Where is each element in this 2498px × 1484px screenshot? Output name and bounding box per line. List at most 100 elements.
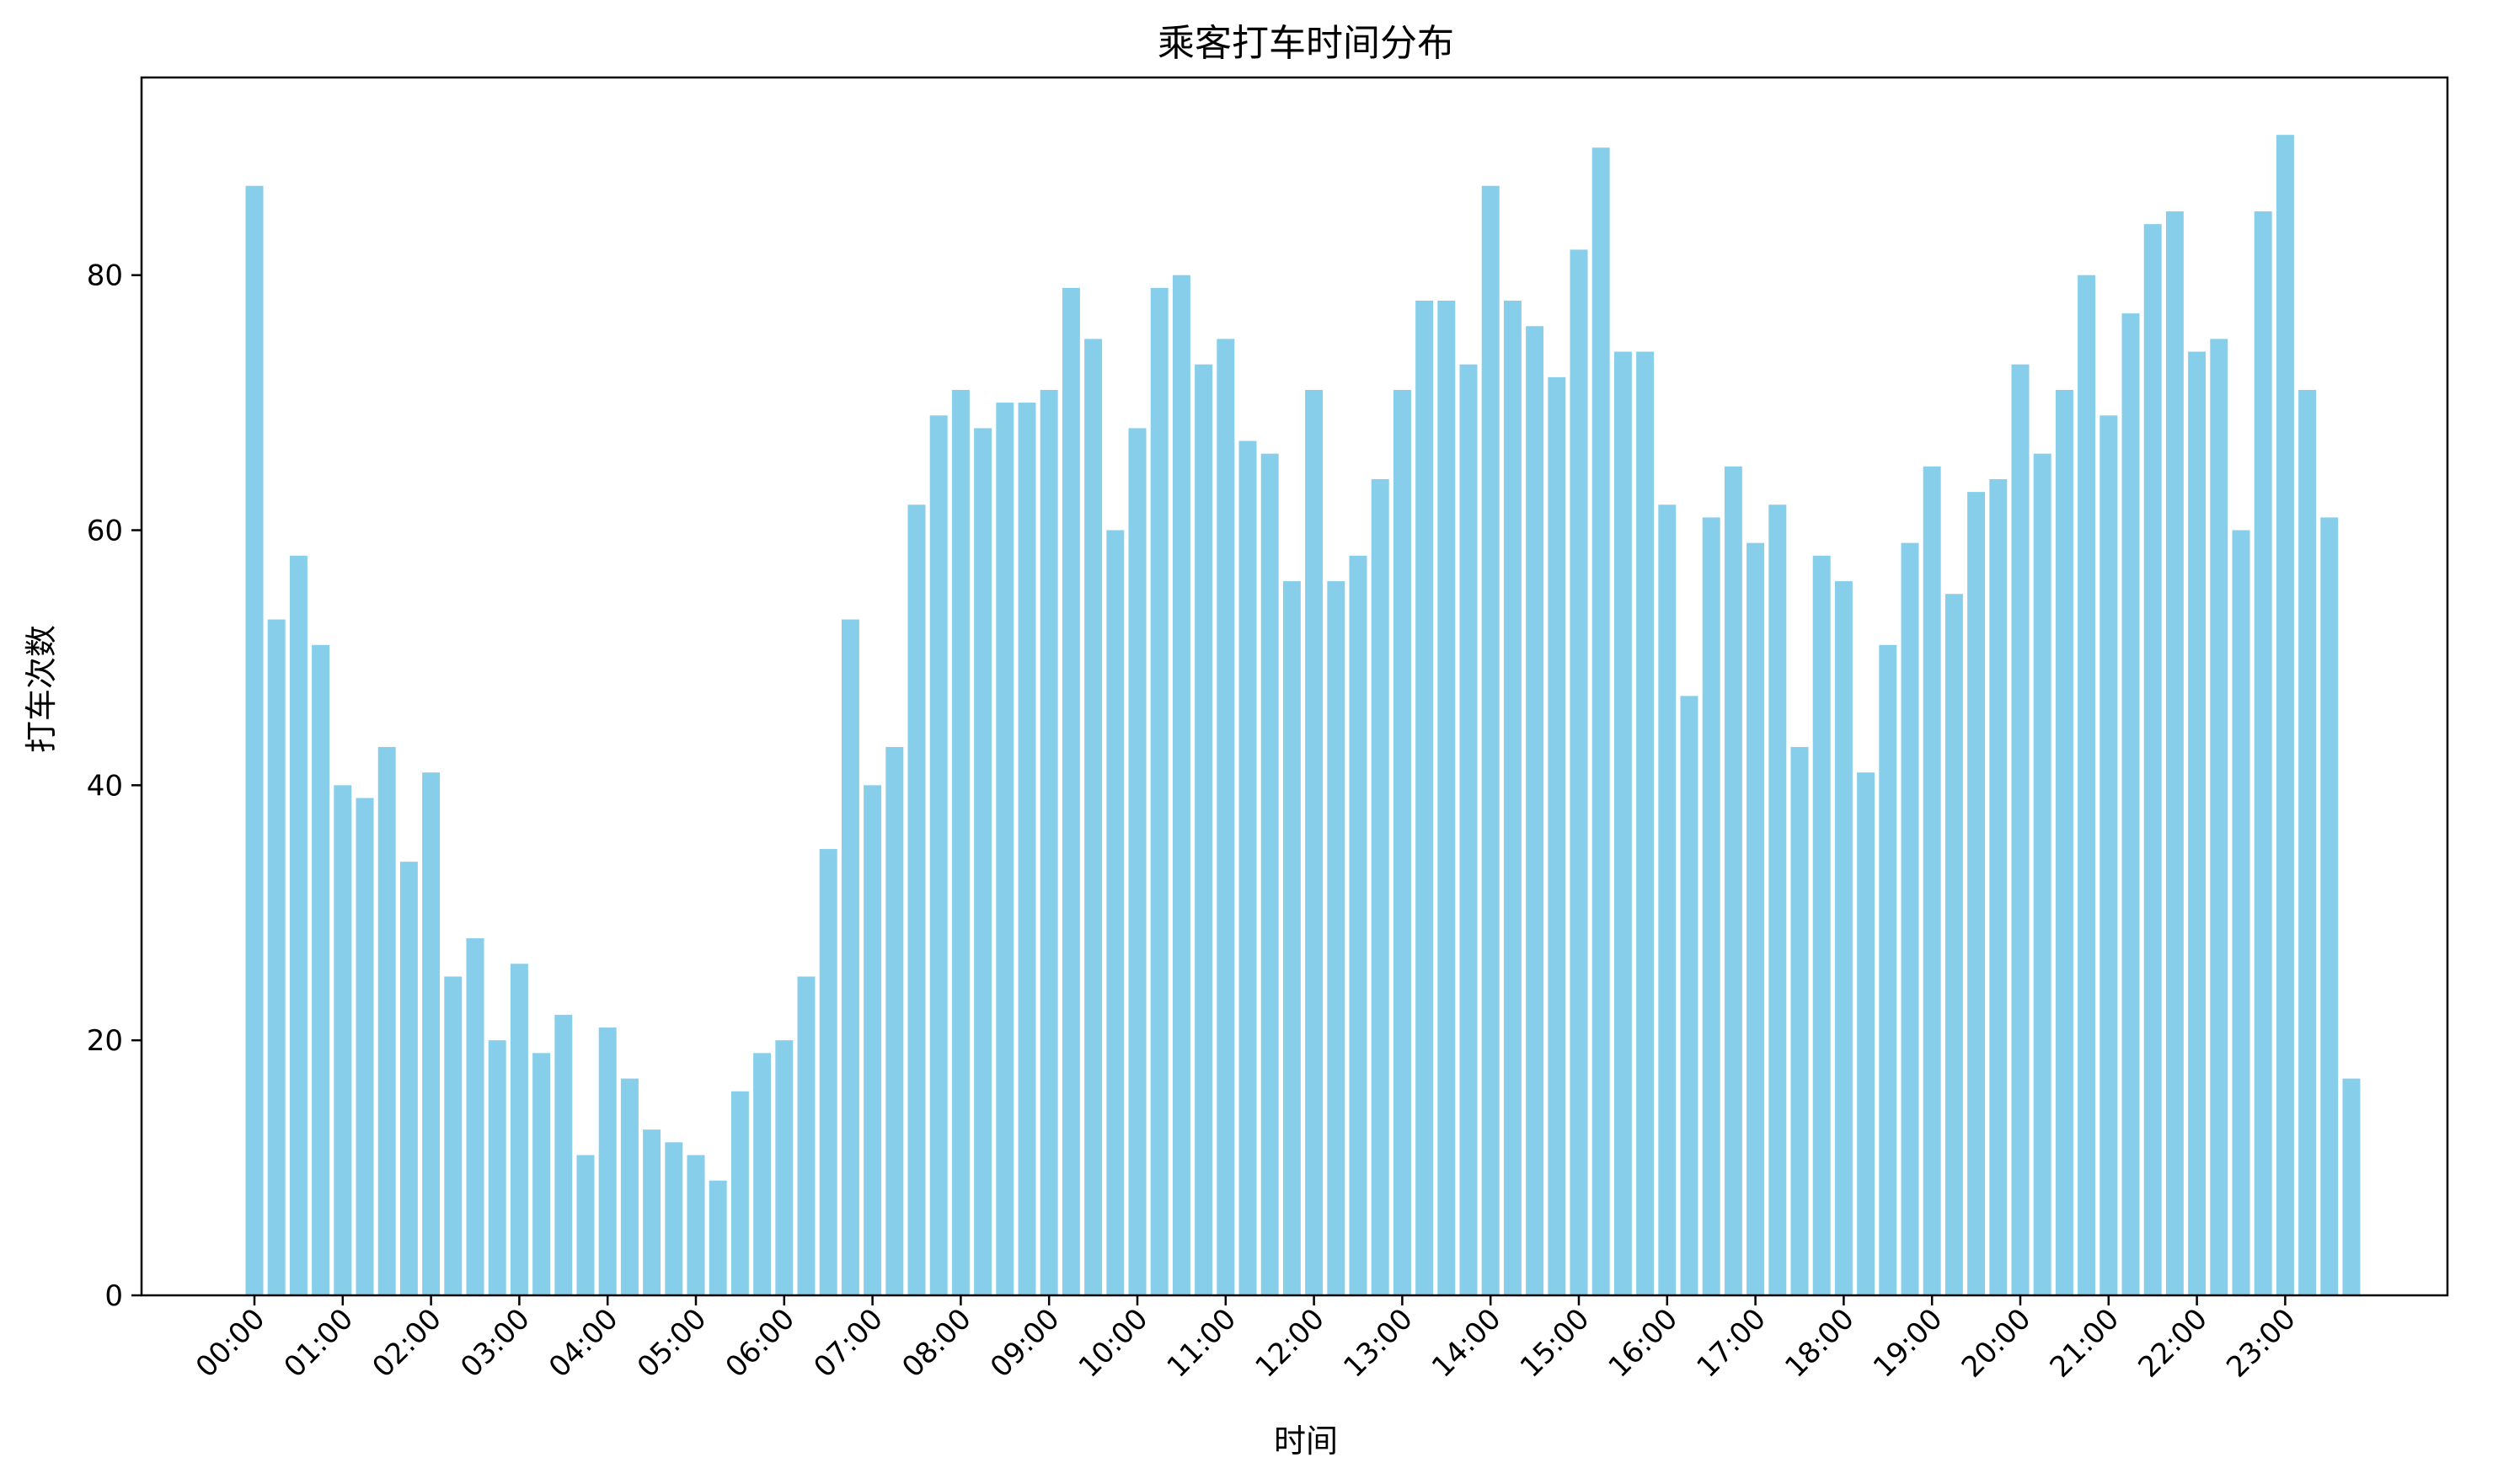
bar [1923,466,1941,1295]
bar [1106,530,1125,1295]
bar [2210,339,2228,1295]
x-tick-label: 01:00 [278,1302,361,1385]
x-tick-label: 17:00 [1690,1302,1773,1385]
bar [1481,185,1500,1296]
bar [1746,542,1765,1295]
bar [665,1142,683,1295]
x-tick-label: 08:00 [896,1302,978,1385]
y-tick-label: 80 [87,259,123,293]
bar [1790,746,1809,1295]
y-tick-label: 60 [87,515,123,548]
bar [2342,1078,2361,1295]
bar [951,389,970,1296]
bar [2188,351,2206,1295]
y-axis-title: 打车次数 [23,625,60,753]
x-tick-label: 00:00 [190,1302,272,1385]
bar [1834,581,1853,1295]
bar [312,644,330,1295]
bar [1989,478,2008,1295]
x-tick-label: 14:00 [1426,1302,1508,1385]
bar [1901,542,1919,1295]
bar [2033,453,2051,1295]
bar [1724,466,1742,1295]
bar [1967,492,1986,1295]
bar [1812,555,1831,1295]
x-tick-label: 23:00 [2220,1302,2303,1385]
bar [1128,428,1147,1295]
bar [687,1155,705,1295]
bar [1040,389,1058,1296]
x-tick-label: 10:00 [1072,1302,1155,1385]
bar [2078,275,2096,1296]
bar [1084,339,1103,1295]
bar [576,1155,595,1295]
bar [974,428,992,1295]
chart-title: 乘客打车时间分布 [1158,22,1454,65]
bar [1305,389,1324,1296]
bar [1658,504,1677,1295]
bar [730,1091,749,1295]
x-tick-label: 02:00 [366,1302,448,1385]
bar [444,976,463,1295]
y-axis: 0 20 40 60 80 [87,259,142,1313]
bar [377,746,396,1295]
x-tick-label: 06:00 [719,1302,802,1385]
bar [1459,364,1478,1296]
bar [841,619,859,1295]
bar [819,849,837,1295]
bar [488,1040,506,1295]
bar [245,185,264,1296]
bar [753,1053,772,1295]
bar [554,1014,573,1295]
bar [885,746,904,1295]
bar [1371,478,1389,1295]
bar [399,862,418,1295]
bar [1172,275,1190,1296]
bar [1613,351,1632,1295]
bar [422,772,441,1295]
bar [1702,517,1720,1295]
y-tick-label: 20 [87,1024,123,1058]
plot-frame [140,76,2449,1297]
bar [2276,135,2294,1295]
bar [1415,300,1434,1296]
bar [1393,389,1411,1296]
bar [1260,453,1279,1295]
bar [1195,364,1213,1296]
bar [1857,772,1875,1295]
x-tick-label: 13:00 [1337,1302,1420,1385]
bar [620,1078,639,1295]
bar [775,1040,794,1295]
bar [289,555,308,1295]
bar [2121,313,2140,1295]
bar [1680,696,1698,1295]
bar [2143,224,2162,1295]
bar [532,1053,551,1295]
bar [709,1180,727,1295]
bar [907,504,926,1295]
bar [2099,415,2118,1295]
x-tick-label: 18:00 [1779,1302,1861,1385]
x-tick-label: 16:00 [1602,1302,1685,1385]
x-tick-label: 15:00 [1514,1302,1597,1385]
bar [1879,644,1897,1295]
bar [643,1129,661,1295]
bar [2232,530,2250,1295]
y-tick-label: 0 [104,1279,123,1313]
bar [1150,287,1169,1296]
bar [1570,249,1588,1295]
bar [2254,211,2272,1296]
x-tick-label: 03:00 [454,1302,537,1385]
x-axis: 00:00 01:00 02:00 03:00 04:00 05:00 06:00 07:00… [190,1295,2303,1385]
bar [2298,389,2317,1296]
bar [2320,517,2339,1295]
bar [1503,300,1522,1296]
bar [996,403,1014,1296]
bar [2055,389,2073,1296]
bar [864,785,882,1295]
bar [1526,326,1544,1295]
bar [2011,364,2030,1296]
bar [1591,147,1610,1295]
x-tick-label: 11:00 [1161,1302,1244,1385]
